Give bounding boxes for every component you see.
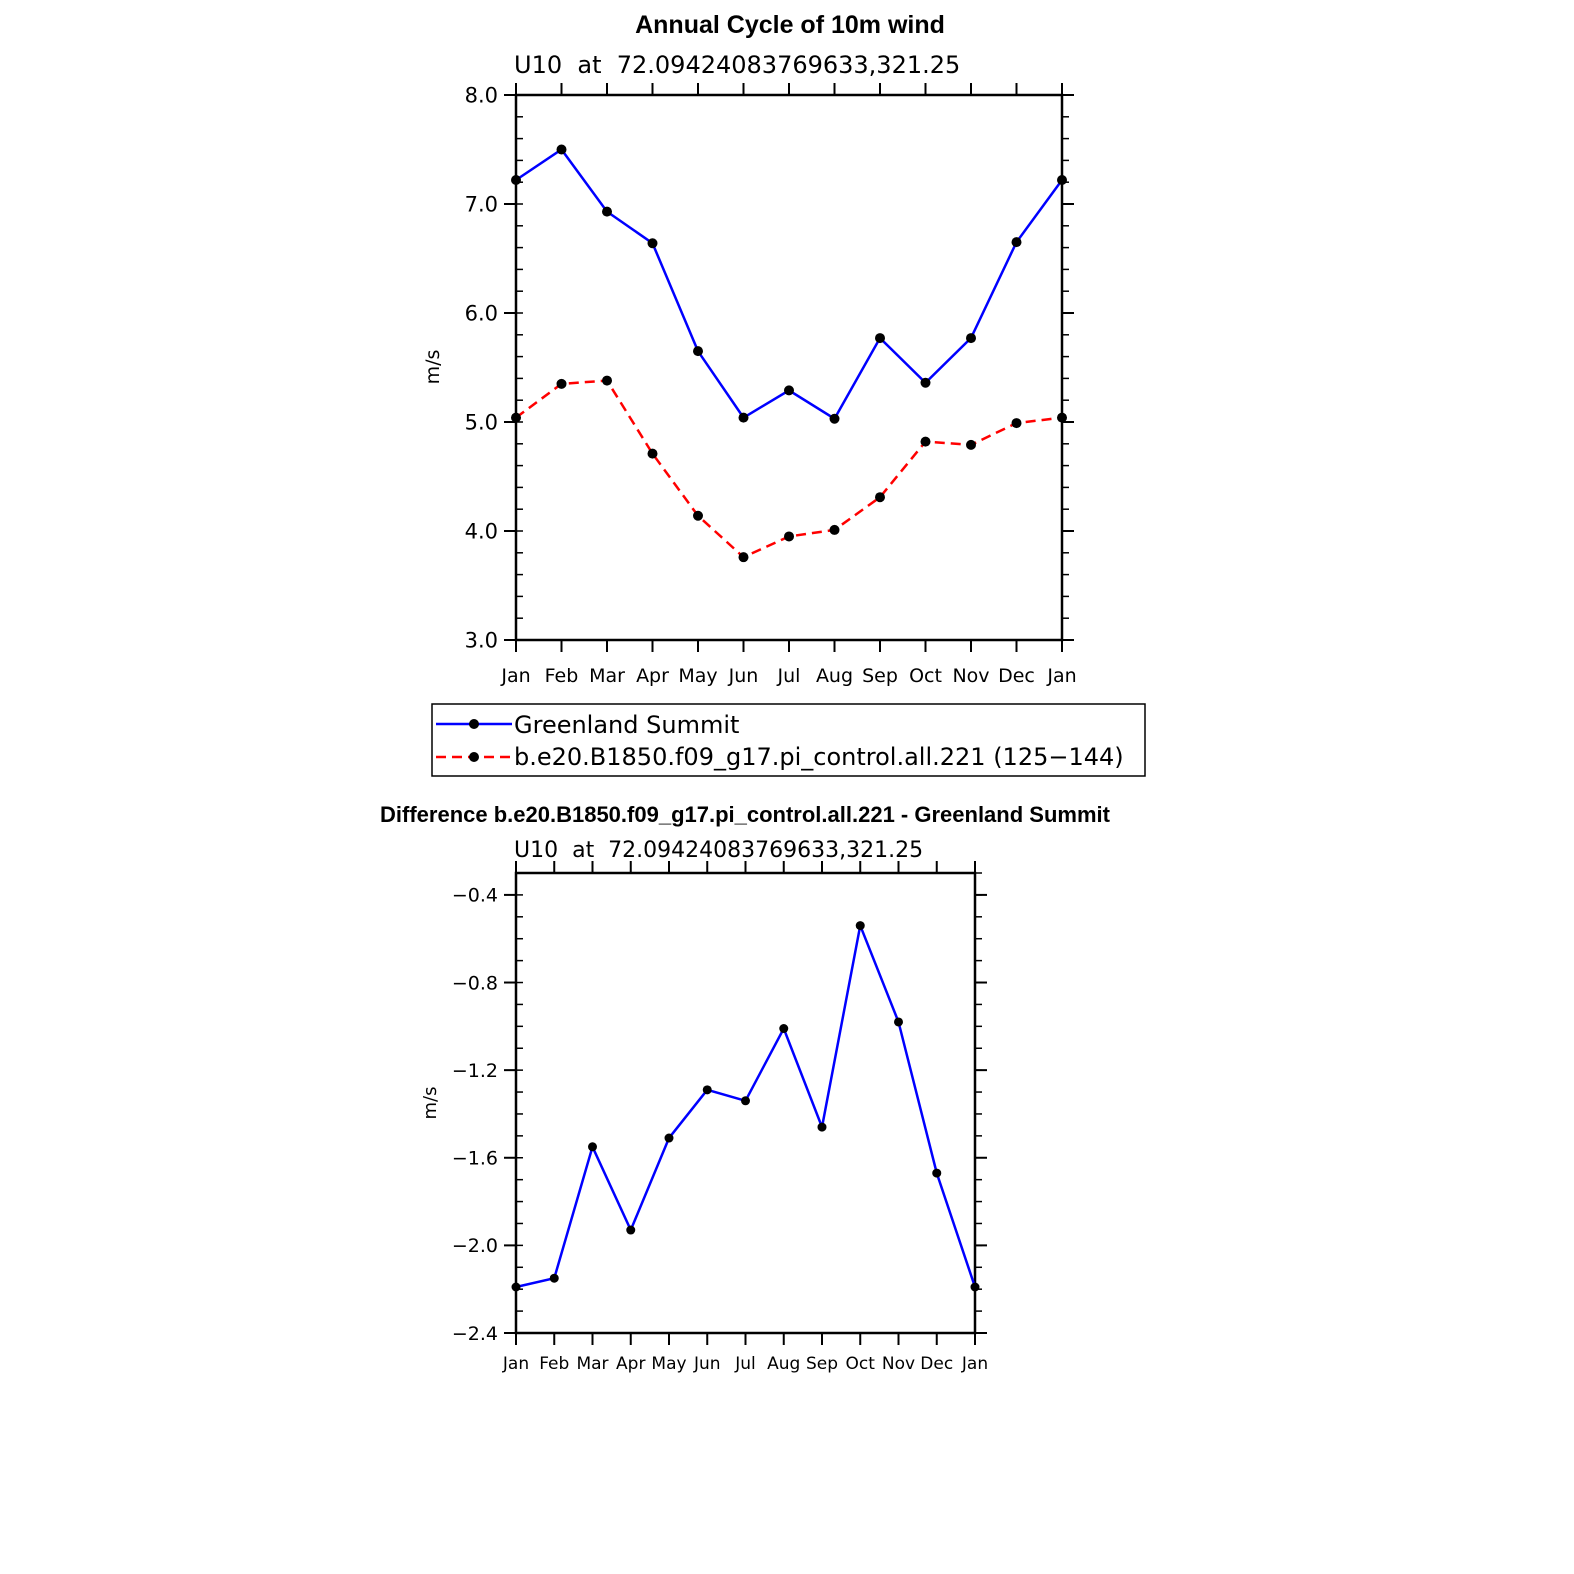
data-point-s0-5 — [738, 412, 749, 423]
x-tick-label: Dec — [998, 665, 1035, 687]
data-point-s0-10 — [894, 1017, 903, 1027]
x-tick-label: May — [651, 1354, 686, 1374]
data-point-s0-3 — [626, 1225, 636, 1235]
data-point-s1-12 — [1057, 412, 1067, 423]
legend-marker-greenland-summit — [469, 719, 479, 729]
y-tick-label: 8.0 — [465, 84, 498, 108]
data-point-s1-3 — [647, 448, 658, 459]
x-tick-label: Jun — [728, 665, 759, 687]
legend: Greenland Summit b.e20.B1850.f09_g17.pi_… — [431, 703, 1146, 777]
data-point-s0-2 — [588, 1142, 597, 1152]
bottom-chart-title: Difference b.e20.B1850.f09_g17.pi_contro… — [380, 802, 1111, 827]
x-tick-label: Aug — [767, 1354, 800, 1374]
bottom-chart-ylabel: m/s — [420, 1087, 441, 1120]
data-point-s0-12 — [1057, 175, 1067, 186]
y-tick-label: 6.0 — [465, 302, 498, 326]
y-tick-label: −1.2 — [452, 1060, 498, 1082]
top-plot-area: Jan Feb Mar Apr May Jun Jul Aug Sep Oct Nov Dec Jan3… — [465, 83, 1077, 687]
y-tick-label: 7.0 — [465, 193, 498, 217]
x-tick-label: May — [678, 665, 717, 687]
data-point-s0-5 — [702, 1085, 712, 1095]
series-line-0 — [515, 921, 977, 1289]
series-line-0 — [515, 147, 1064, 421]
data-point-s1-5 — [738, 552, 749, 563]
data-point-s0-7 — [779, 1024, 789, 1034]
data-point-s0-12 — [970, 1282, 980, 1292]
x-tick-label: Aug — [816, 665, 853, 687]
x-tick-label: Jun — [693, 1354, 721, 1374]
data-point-s0-4 — [664, 1133, 674, 1143]
data-point-s1-2 — [602, 375, 612, 386]
y-tick-label: 5.0 — [465, 411, 498, 435]
x-tick-label: Dec — [920, 1354, 953, 1374]
data-point-s0-8 — [817, 1122, 827, 1132]
data-point-s1-10 — [966, 439, 976, 450]
data-point-s1-6 — [784, 531, 794, 542]
bottom-chart: Difference b.e20.B1850.f09_g17.pi_contro… — [380, 802, 1111, 1374]
top-chart-title: Annual Cycle of 10m wind — [635, 11, 945, 39]
y-tick-label: −0.4 — [452, 885, 498, 907]
series-line-1 — [515, 379, 1063, 559]
x-tick-label: Jan — [961, 1354, 988, 1374]
data-point-s0-1 — [549, 1273, 559, 1283]
y-tick-label: 4.0 — [465, 520, 498, 544]
x-tick-label: Apr — [636, 665, 669, 687]
data-point-s0-1 — [556, 144, 567, 155]
y-tick-label: −2.0 — [452, 1235, 498, 1257]
data-point-s1-9 — [920, 436, 931, 447]
legend-box — [431, 703, 1146, 777]
bottom-plot-area: Jan Feb Mar Apr May Jun Jul Aug Sep Oct Nov Dec Jan−… — [452, 861, 988, 1374]
data-point-s0-8 — [875, 333, 885, 344]
data-point-s0-11 — [1011, 237, 1022, 248]
data-point-s0-0 — [511, 1282, 521, 1292]
data-point-s0-3 — [647, 238, 658, 249]
data-point-s1-8 — [875, 492, 885, 503]
data-point-s1-11 — [1011, 418, 1022, 429]
data-point-s0-4 — [693, 346, 703, 357]
data-point-s0-6 — [784, 385, 794, 396]
x-tick-label: Nov — [952, 665, 989, 687]
data-point-s1-0 — [511, 412, 521, 423]
data-point-s0-2 — [602, 206, 612, 217]
x-tick-label: Mar — [576, 1354, 608, 1374]
x-tick-label: Sep — [806, 1354, 838, 1374]
x-tick-label: Jan — [502, 1354, 529, 1374]
data-point-s1-1 — [556, 378, 567, 389]
x-tick-label: Feb — [545, 665, 579, 687]
x-tick-label: Sep — [862, 665, 898, 687]
x-tick-label: Jan — [1046, 665, 1076, 687]
y-tick-label: 3.0 — [465, 629, 498, 653]
legend-label-pi-control: b.e20.B1850.f09_g17.pi_control.all.221 (… — [514, 743, 1124, 771]
data-point-s0-9 — [920, 377, 931, 388]
x-tick-label: Mar — [589, 665, 625, 687]
legend-marker-pi-control — [469, 752, 479, 762]
data-point-s0-6 — [741, 1096, 750, 1106]
data-point-s0-0 — [511, 175, 521, 186]
top-chart: Annual Cycle of 10m wind U10 at 72.09424… — [422, 11, 1077, 687]
data-point-s0-9 — [855, 921, 865, 931]
data-point-s1-4 — [693, 510, 703, 521]
data-point-s0-7 — [829, 413, 840, 424]
top-chart-subtitle: U10 at 72.09424083769633,321.25 — [514, 51, 960, 79]
plot-frame — [514, 93, 1064, 642]
x-tick-label: Jan — [500, 665, 530, 687]
x-tick-label: Jul — [734, 1354, 756, 1374]
data-point-s1-7 — [829, 524, 840, 535]
x-tick-label: Feb — [539, 1354, 569, 1374]
x-tick-label: Nov — [882, 1354, 915, 1374]
top-chart-ylabel: m/s — [422, 350, 444, 385]
y-tick-label: −2.4 — [452, 1323, 498, 1345]
data-point-s0-10 — [966, 333, 976, 344]
x-tick-label: Apr — [616, 1354, 645, 1374]
bottom-chart-subtitle: U10 at 72.09424083769633,321.25 — [514, 838, 923, 863]
x-tick-label: Oct — [909, 665, 942, 687]
x-tick-label: Oct — [846, 1354, 876, 1374]
y-tick-label: −1.6 — [452, 1148, 498, 1170]
y-tick-label: −0.8 — [452, 972, 498, 994]
x-tick-label: Jul — [777, 665, 801, 687]
data-point-s0-11 — [932, 1168, 942, 1178]
legend-label-greenland-summit: Greenland Summit — [514, 711, 739, 739]
